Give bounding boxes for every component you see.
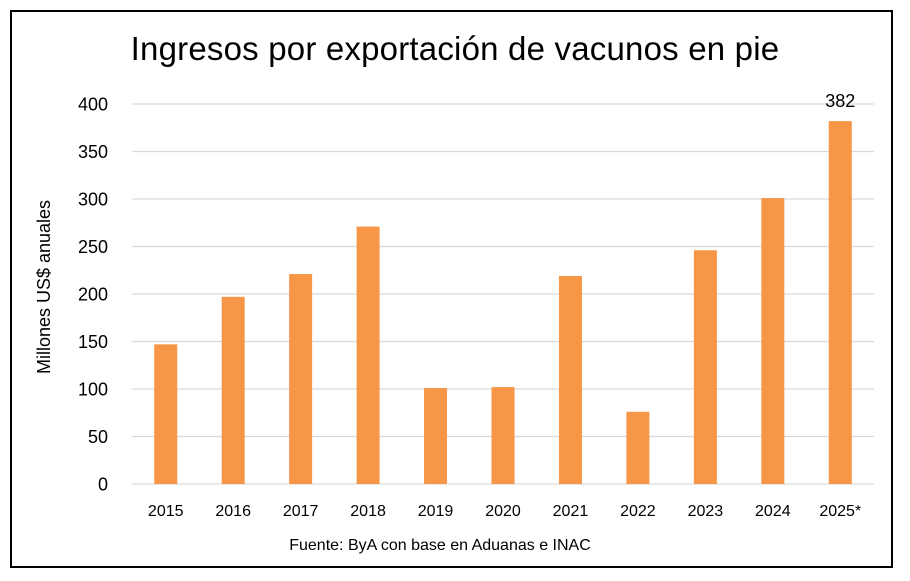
x-tick-label: 2019 — [418, 503, 454, 520]
y-tick-labels: 0 50 100 150 200 250 300 350 400 — [78, 95, 108, 495]
bar-2018 — [356, 226, 380, 485]
x-tick-label: 2025* — [819, 503, 861, 520]
y-axis-label: Millones US$ anuales — [34, 200, 54, 374]
bars — [154, 121, 852, 485]
y-tick-label: 400 — [78, 95, 108, 115]
bar-2017 — [289, 274, 313, 484]
x-tick-labels: 2015 2016 2017 2018 2019 2020 2021 2022 2023 2024… — [148, 503, 861, 520]
data-labels: 382 — [825, 91, 855, 111]
bar-2015 — [154, 344, 178, 484]
y-tick-label: 350 — [78, 142, 108, 162]
chart-title: Ingresos por exportación de vacunos en p… — [130, 30, 780, 67]
x-tick-label: 2016 — [215, 503, 251, 520]
source-note: Fuente: ByA con base en Aduanas e INAC — [289, 537, 591, 554]
bar-2019 — [424, 388, 448, 484]
x-tick-label: 2018 — [350, 503, 386, 520]
bar-2021 — [558, 275, 582, 484]
x-tick-label: 2024 — [755, 503, 791, 520]
y-tick-label: 250 — [78, 237, 108, 257]
y-tick-label: 50 — [88, 427, 108, 447]
bar-2023 — [693, 250, 717, 484]
x-tick-label: 2021 — [553, 503, 589, 520]
data-label: 382 — [825, 91, 855, 111]
bar-2025* — [828, 121, 852, 484]
x-tick-label: 2022 — [620, 503, 656, 520]
bar-2016 — [221, 296, 245, 484]
y-tick-label: 150 — [78, 332, 108, 352]
x-tick-label: 2017 — [283, 503, 319, 520]
bar-2022 — [626, 411, 650, 484]
x-tick-label: 2015 — [148, 503, 184, 520]
bar-2020 — [491, 387, 515, 484]
y-tick-label: 300 — [78, 190, 108, 210]
x-tick-label: 2020 — [485, 503, 521, 520]
y-tick-label: 100 — [78, 380, 108, 400]
y-tick-label: 200 — [78, 285, 108, 305]
y-tick-label: 0 — [98, 475, 108, 495]
x-tick-label: 2023 — [688, 503, 724, 520]
bar-2024 — [761, 198, 785, 485]
